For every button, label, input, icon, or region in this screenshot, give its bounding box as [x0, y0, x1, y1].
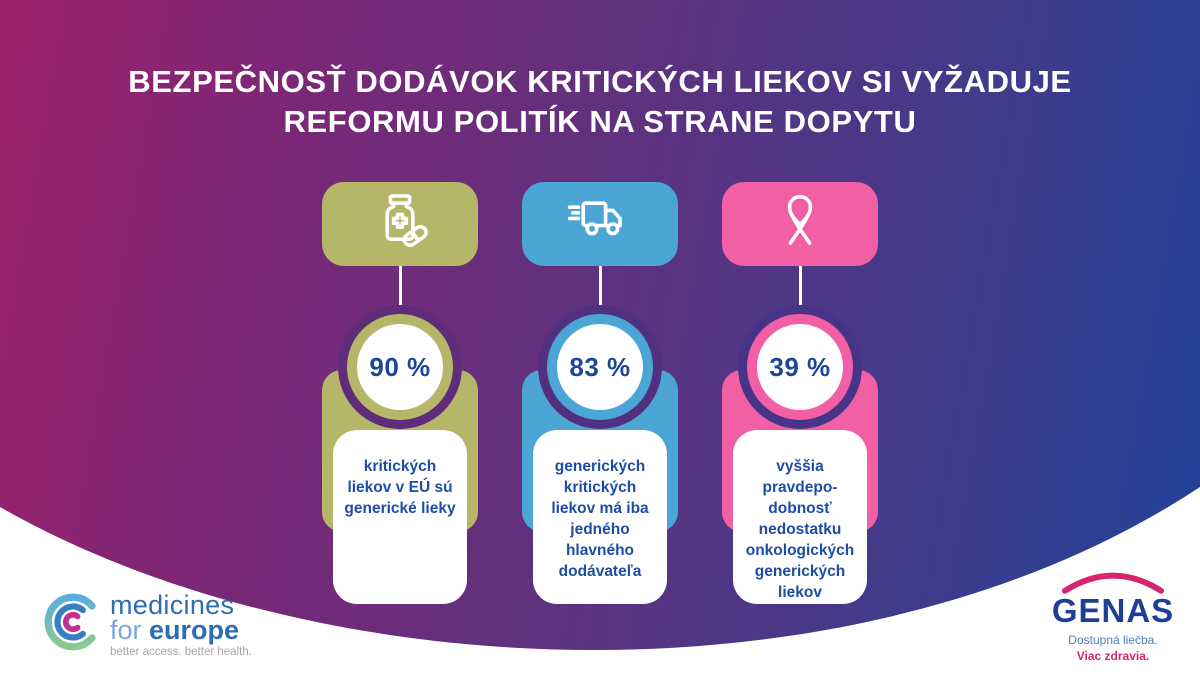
stat-value: 83 % — [569, 351, 631, 382]
delivery-truck-icon — [567, 201, 622, 236]
stat-circle: 90 % — [347, 314, 453, 420]
stat-circle: 83 % — [547, 314, 653, 420]
page-title: BEZPEČNOSŤ DODÁVOK KRITICKÝCH LIEKOV SI … — [0, 62, 1200, 142]
icon-box — [522, 182, 678, 266]
stat-value: 90 % — [369, 351, 431, 382]
connector-line — [798, 266, 802, 312]
connector-line — [598, 266, 602, 312]
genas-wordmark: GENAS — [1051, 592, 1175, 629]
stat-value: 39 % — [769, 351, 831, 382]
icon-box — [722, 182, 878, 266]
awareness-ribbon-icon — [787, 195, 813, 245]
medicines-for-europe-wordmark: medicines for europe better access. bett… — [110, 590, 252, 659]
connector-line — [398, 266, 402, 312]
genas-logo: GENAS Dostupná liečba. Viac zdravia. — [1048, 568, 1178, 663]
medicine-bottle-icon — [385, 194, 428, 248]
mfe-tagline: better access. better health. — [110, 646, 252, 658]
stat-circle: 39 % — [747, 314, 853, 420]
icon-box — [322, 182, 478, 266]
genas-tagline-2: Viac zdravia. — [1076, 649, 1150, 663]
title-line-2: REFORMU POLITÍK NA STRANE DOPYTU — [283, 104, 917, 139]
genas-arc-icon — [1061, 572, 1165, 594]
mfe-word-for-europe: for europe — [110, 615, 240, 645]
title-line-1: BEZPEČNOSŤ DODÁVOK KRITICKÝCH LIEKOV SI … — [128, 64, 1072, 99]
medicines-for-europe-icon — [44, 593, 96, 651]
medicines-for-europe-logo: medicines for europe better access. bett… — [42, 590, 252, 658]
genas-tagline-1: Dostupná liečba. — [1068, 633, 1158, 647]
